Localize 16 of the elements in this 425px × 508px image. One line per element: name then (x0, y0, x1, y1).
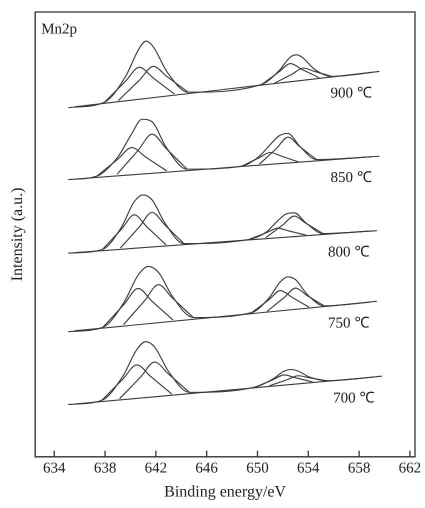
annotation: 750 ℃ (328, 316, 370, 332)
annotation: 700 ℃ (333, 390, 374, 406)
x-tick-label: 654 (297, 460, 320, 477)
x-tick-label: 662 (398, 460, 422, 477)
y-axis-title: Intensity (a.u.) (8, 188, 26, 282)
x-tick-label: 642 (144, 460, 168, 477)
x-tick-label: 658 (348, 460, 370, 477)
annotation: 900 ℃ (330, 86, 372, 102)
annotation: 800 ℃ (328, 244, 370, 261)
x-axis-title: Binding energy/eV (164, 484, 286, 501)
annotation: 850 ℃ (330, 170, 372, 186)
x-tick-label: 650 (246, 460, 269, 477)
text: Mn2p (41, 21, 78, 38)
x-tick-label: 638 (94, 460, 116, 477)
x-tick-label: 646 (195, 460, 218, 477)
x-tick-label: 634 (43, 460, 66, 477)
